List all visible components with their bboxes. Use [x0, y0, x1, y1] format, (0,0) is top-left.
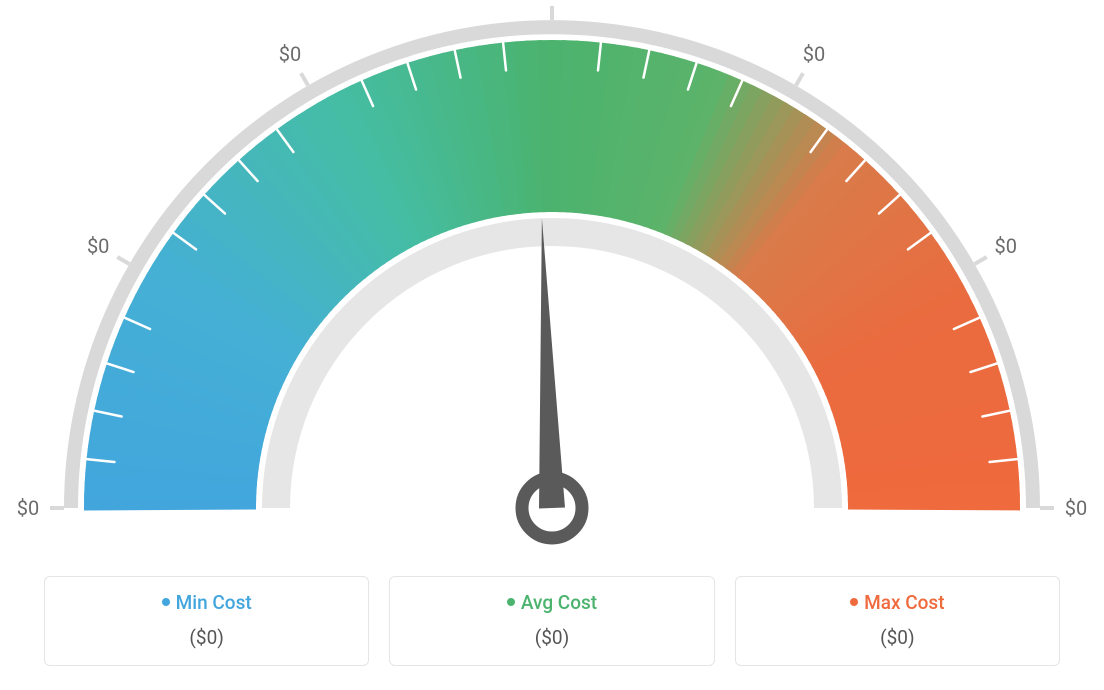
gauge-tick-label: $0 [87, 234, 109, 258]
legend-dot-max [850, 598, 858, 606]
legend-label-max: Max Cost [864, 591, 944, 614]
gauge-tick-label: $0 [279, 42, 301, 66]
legend-label-min: Min Cost [176, 591, 252, 614]
legend-title-max: Max Cost [746, 591, 1049, 614]
legend-row: Min Cost ($0) Avg Cost ($0) Max Cost ($0… [44, 576, 1060, 666]
legend-dot-min [162, 598, 170, 606]
gauge-tick-label: $0 [17, 496, 39, 520]
legend-dot-avg [507, 598, 515, 606]
legend-value-avg: ($0) [400, 626, 703, 649]
legend-card-min: Min Cost ($0) [44, 576, 369, 666]
gauge-tick-label: $0 [803, 42, 825, 66]
legend-label-avg: Avg Cost [521, 591, 597, 614]
gauge-tick-label: $0 [1065, 496, 1087, 520]
legend-card-avg: Avg Cost ($0) [389, 576, 714, 666]
legend-title-min: Min Cost [55, 591, 358, 614]
legend-value-min: ($0) [55, 626, 358, 649]
gauge-tick-label: $0 [995, 234, 1017, 258]
legend-value-max: ($0) [746, 626, 1049, 649]
legend-card-max: Max Cost ($0) [735, 576, 1060, 666]
legend-title-avg: Avg Cost [400, 591, 703, 614]
gauge-svg [0, 0, 1104, 560]
gauge-chart: $0$0$0$0$0$0$0 [0, 0, 1104, 560]
